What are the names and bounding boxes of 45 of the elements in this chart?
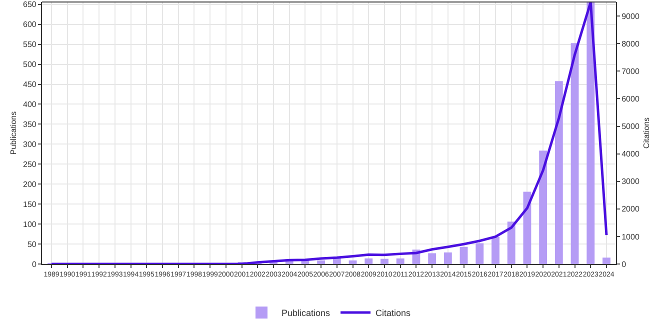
y2-tick-label: 0 <box>622 260 627 269</box>
bar <box>586 2 595 264</box>
bar <box>523 192 532 264</box>
bar <box>348 260 357 264</box>
y2-tick-label: 6000 <box>622 94 640 104</box>
y2-tick-label: 5000 <box>622 122 640 132</box>
y-axis-title: Publications <box>9 111 18 155</box>
y2-axis-title: Citations <box>642 117 651 149</box>
bar <box>428 253 436 264</box>
y2-tick-label: 7000 <box>622 66 640 76</box>
y-tick-label: 600 <box>23 20 37 30</box>
y-tick-label: 250 <box>23 160 37 169</box>
bar <box>317 260 326 264</box>
bar <box>444 252 452 264</box>
y2-tick-label: 4000 <box>622 150 640 159</box>
y2-tick-label: 1000 <box>622 232 640 242</box>
y-tick-label: 0 <box>32 260 37 269</box>
y-tick-label: 350 <box>23 120 37 130</box>
bar <box>396 258 404 264</box>
y2-tick-label: 3000 <box>622 177 640 186</box>
bar <box>476 243 484 264</box>
bar <box>554 81 563 264</box>
y-tick-label: 650 <box>23 0 37 10</box>
y-tick-label: 150 <box>23 200 37 209</box>
y-tick-label: 300 <box>23 140 37 149</box>
y2-tick-label: 9000 <box>622 12 640 21</box>
bar <box>539 150 548 264</box>
legend-label: Publications <box>282 308 331 318</box>
bar <box>460 246 468 264</box>
y-tick-label: 550 <box>23 40 37 50</box>
bar <box>570 43 579 264</box>
y-tick-label: 50 <box>27 240 37 249</box>
y-tick-label: 500 <box>23 60 37 70</box>
y-tick-label: 100 <box>23 220 37 229</box>
bar <box>602 258 610 264</box>
y2-tick-label: 2000 <box>622 204 640 214</box>
y-tick-label: 200 <box>23 180 37 189</box>
bar <box>492 236 500 264</box>
y2-tick-label: 8000 <box>622 39 640 48</box>
y-tick-label: 400 <box>23 100 37 110</box>
y-tick-label: 450 <box>23 80 37 90</box>
bar <box>507 222 516 264</box>
bar <box>364 258 373 264</box>
legend-label: Citations <box>376 308 412 318</box>
bar <box>380 258 388 264</box>
